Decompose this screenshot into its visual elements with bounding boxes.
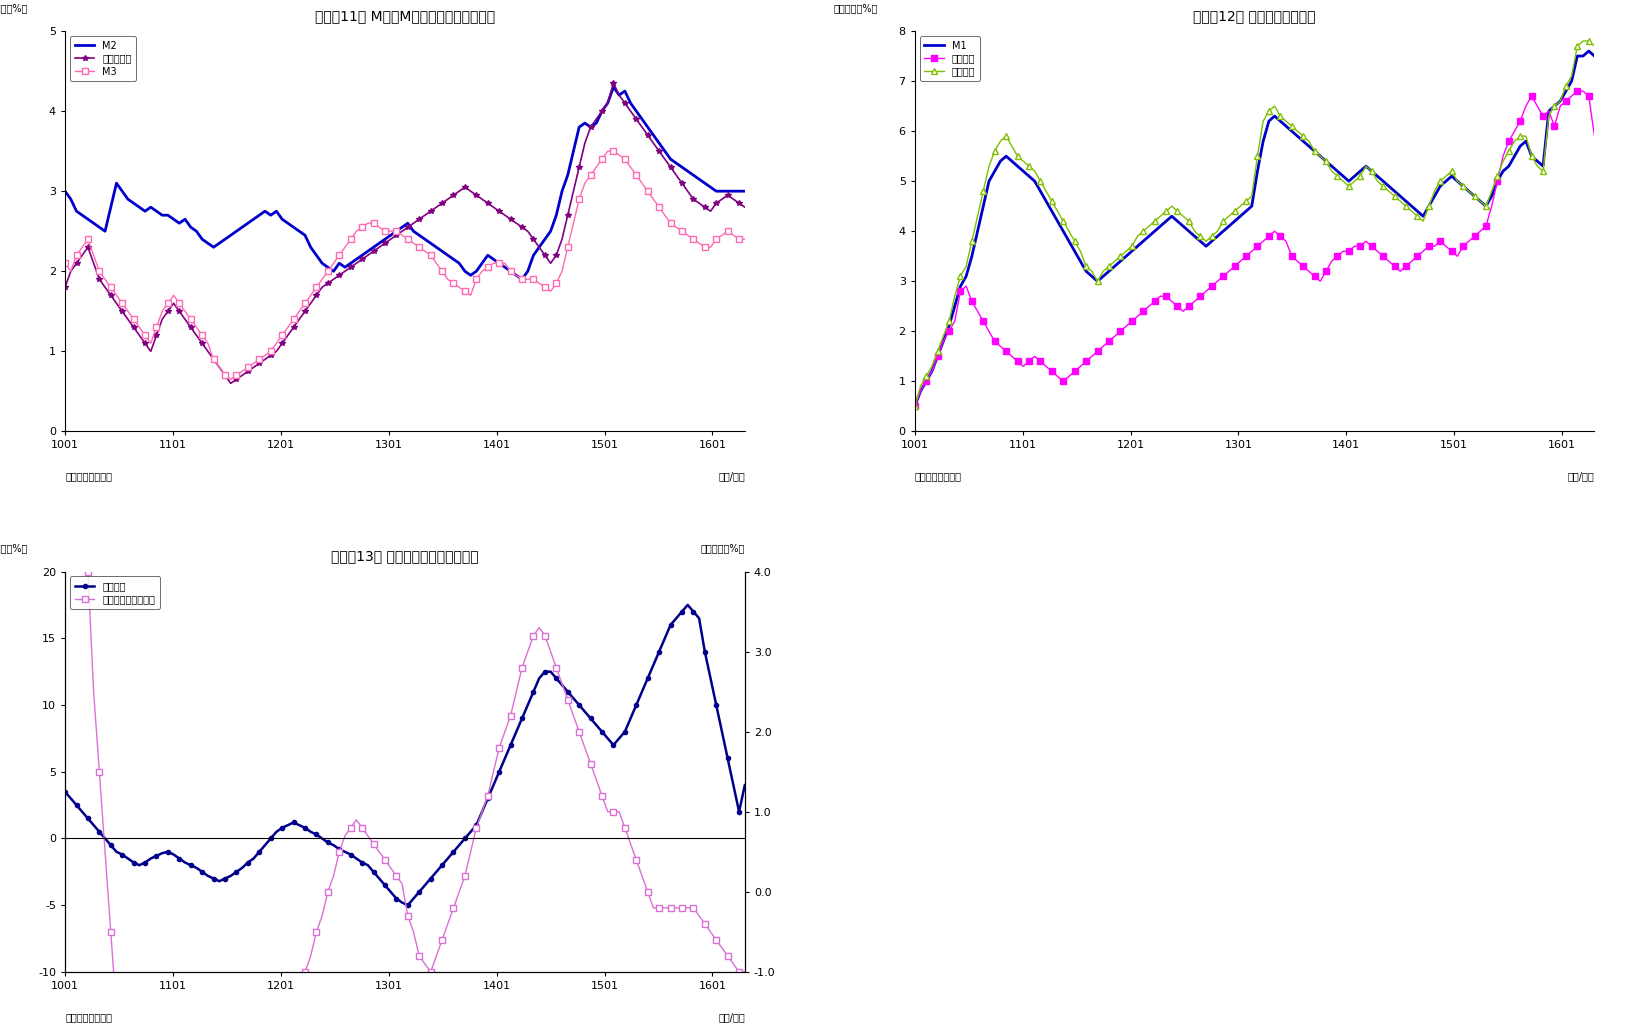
M3 [55,257,75,270]
M3 [735,233,755,245]
準通貨（右メモリ） [735,966,755,978]
Text: （前年比、%）: （前年比、%） [0,3,28,13]
預金通貨 [1282,120,1302,132]
投資信託 [724,779,744,791]
Line: 準通貨（右メモリ）: 準通貨（右メモリ） [62,0,747,1034]
M3 [724,229,744,241]
M2 [238,217,257,230]
広義流動性 [529,241,548,253]
M3 [529,277,548,290]
Text: （前年比、%）: （前年比、%） [701,544,745,553]
Legend: 投資信託, 準通貨（右メモリ）: 投資信託, 準通貨（右メモリ） [70,576,159,609]
現金通貨 [1562,90,1581,102]
預金通貨 [905,400,924,413]
M3 [438,273,457,285]
現金通貨 [1282,250,1302,263]
Line: 投資信託: 投資信託 [63,603,747,907]
広義流動性 [221,377,241,390]
投資信託 [238,856,257,869]
投資信託 [399,899,418,911]
Line: M1: M1 [914,51,1594,406]
広義流動性 [55,281,75,294]
準通貨（右メモリ） [718,950,737,963]
現金通貨 [905,400,924,413]
預金通貨 [1562,70,1581,83]
Text: （資料）日本銀行: （資料）日本銀行 [65,1012,112,1022]
現金通貨 [1048,370,1067,383]
Line: M2: M2 [65,87,745,279]
投資信託 [198,870,218,882]
預金通貨 [1373,180,1393,192]
広義流動性 [735,201,755,213]
Text: （年/月）: （年/月） [718,1012,745,1022]
投資信託 [735,779,755,791]
M2 [529,241,548,253]
現金通貨 [1088,345,1108,358]
Line: 預金通貨: 預金通貨 [913,38,1598,409]
Text: （前年比、%）: （前年比、%） [833,3,877,13]
M3 [221,373,241,386]
投資信託 [55,786,75,798]
広義流動性 [438,193,457,206]
M1 [1442,170,1461,182]
準通貨（右メモリ） [599,805,618,818]
M3 [604,145,623,157]
預金通貨 [1088,275,1108,287]
M2 [198,237,218,249]
Text: （資料）日本銀行: （資料）日本銀行 [65,472,112,482]
M2 [55,185,75,197]
M1 [1048,215,1067,227]
広義流動性 [724,193,744,206]
Text: （年/月）: （年/月） [1568,472,1594,482]
M2 [599,97,618,110]
預金通貨 [1585,40,1604,53]
広義流動性 [244,361,264,373]
Title: （図表11） M２、M３、広義流動性の動き: （図表11） M２、M３、広義流動性の動き [316,9,495,23]
預金通貨 [1573,35,1593,48]
広義流動性 [198,345,218,358]
M1 [1578,44,1598,57]
投資信託 [678,599,698,611]
M1 [1562,74,1581,87]
M2 [433,245,452,257]
Text: （前年比、%）: （前年比、%） [0,544,28,553]
M1 [1282,125,1302,138]
投資信託 [599,732,618,744]
Legend: M1, 現金通貨, 預金通貨: M1, 現金通貨, 預金通貨 [919,36,979,82]
広義流動性 [604,77,623,89]
Text: （年/月）: （年/月） [718,472,745,482]
M2 [513,273,532,285]
Title: （図表12） 現金・預金の動き: （図表12） 現金・預金の動き [1193,9,1316,23]
Title: （図表13） 投資信託と準通貨の動き: （図表13） 投資信託と準通貨の動き [332,549,478,564]
現金通貨 [1373,250,1393,263]
M1 [1088,275,1108,287]
準通貨（右メモリ） [438,918,457,931]
Line: 広義流動性: 広義流動性 [62,81,747,386]
M1 [1373,175,1393,187]
M2 [724,185,744,197]
投資信託 [529,672,548,685]
M1 [1585,50,1604,62]
Line: M3: M3 [62,148,747,383]
M2 [735,185,755,197]
投資信託 [438,852,457,864]
M2 [604,81,623,93]
預金通貨 [1442,165,1461,178]
現金通貨 [1585,130,1604,143]
現金通貨 [1442,245,1461,257]
Legend: M2, 広義流動性, M3: M2, 広義流動性, M3 [70,36,137,82]
預金通貨 [1048,205,1067,217]
現金通貨 [1567,85,1586,97]
M3 [599,145,618,157]
広義流動性 [599,97,618,110]
Line: 現金通貨: 現金通貨 [913,88,1598,409]
M1 [905,400,924,413]
M3 [198,337,218,349]
M3 [244,357,264,369]
準通貨（右メモリ） [529,621,548,634]
Text: （資料）日本銀行: （資料）日本銀行 [914,472,962,482]
